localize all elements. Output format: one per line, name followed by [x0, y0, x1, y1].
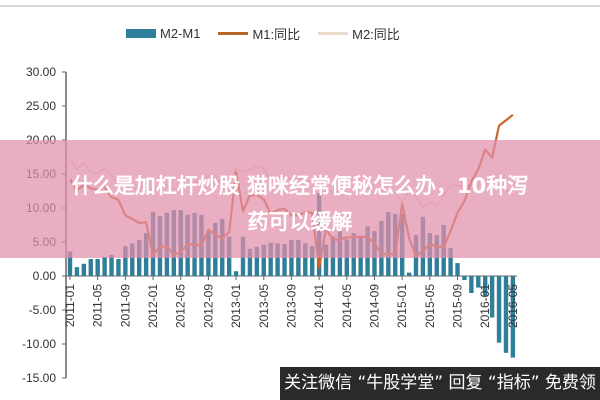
x-tick-label: 2012-09: [201, 284, 215, 328]
chart-legend: M2-M1 M1:同比 M2:同比: [126, 24, 418, 43]
x-tick-label: 2012-05: [174, 284, 188, 328]
x-tick-label: 2011-09: [118, 284, 132, 327]
legend-label: M1:同比: [252, 27, 301, 42]
bar: [406, 272, 412, 276]
bar: [310, 246, 315, 276]
y-tick-label: 0.00: [33, 269, 57, 283]
bar: [323, 244, 329, 276]
bar: [233, 271, 239, 276]
y-tick-label: -15.00: [22, 371, 56, 385]
bar: [123, 246, 128, 276]
bar: [469, 276, 474, 293]
bar: [81, 263, 87, 276]
overlay-title-line-2: 药可以缓解: [247, 210, 353, 234]
bar: [268, 242, 273, 276]
y-tick-label: 25.00: [26, 99, 56, 113]
bar: [254, 246, 260, 276]
bar: [510, 276, 516, 358]
x-tick-label: 2013-05: [257, 284, 271, 328]
bar: [455, 263, 460, 276]
promo-banner: 关注微信 “牛股学堂” 回复 “指标” 免费领: [280, 367, 600, 400]
legend-item-m2: M2:同比: [318, 24, 400, 43]
x-tick-label: 2012-01: [146, 284, 160, 328]
legend-swatch-line-icon: [218, 32, 249, 35]
x-tick-label: 2015-05: [423, 284, 437, 328]
bar: [74, 267, 80, 276]
bar: [448, 248, 453, 276]
x-tick-label: 2013-09: [284, 284, 298, 328]
legend-swatch-bar-icon: [126, 29, 156, 38]
bar: [130, 243, 135, 276]
x-tick-label: 2011-01: [63, 284, 77, 327]
y-tick-label: 30.00: [26, 65, 56, 79]
bar: [275, 243, 280, 276]
bar: [261, 244, 266, 276]
overlay-title-line-1: 什么是加杠杆炒股 猫咪经常便秘怎么办，10种泻: [71, 174, 529, 198]
x-tick-label: 2013-01: [229, 284, 243, 328]
legend-swatch-line-icon: [318, 32, 349, 35]
y-tick-label: -5.00: [29, 303, 57, 317]
title-overlay-band: [0, 140, 600, 258]
bar: [462, 276, 467, 281]
x-tick-label: 2011-05: [91, 284, 105, 327]
bar: [88, 259, 93, 276]
bar: [109, 254, 114, 276]
bar: [282, 244, 287, 276]
x-tick-label: 2014-09: [367, 284, 381, 328]
x-tick-label: 2014-01: [312, 284, 326, 328]
bar: [503, 276, 509, 353]
bar: [67, 251, 73, 276]
x-tick-label: 2015-01: [395, 284, 409, 328]
bar: [496, 276, 502, 343]
top-divider: [0, 5, 600, 7]
x-tick-label: 2016-05: [506, 284, 520, 328]
legend-label: M2-M1: [160, 26, 201, 41]
x-tick-label: 2014-05: [340, 284, 354, 328]
bar: [489, 276, 495, 318]
legend-label: M2:同比: [352, 27, 400, 42]
legend-item-m2-m1: M2-M1: [126, 26, 200, 41]
bar: [483, 276, 488, 297]
overlay-title: 什么是加杠杆炒股 猫咪经常便秘怎么办，10种泻 药可以缓解: [0, 168, 600, 240]
x-tick-label: 2016-01: [478, 284, 492, 328]
bar: [116, 259, 121, 276]
bar: [247, 248, 253, 276]
x-tick-label: 2015-09: [451, 284, 465, 328]
bar: [95, 259, 100, 276]
bar: [102, 256, 107, 276]
bar: [476, 276, 481, 288]
y-tick-label: -10.00: [22, 337, 56, 351]
legend-item-m1: M1:同比: [218, 24, 300, 43]
bar: [303, 243, 308, 276]
